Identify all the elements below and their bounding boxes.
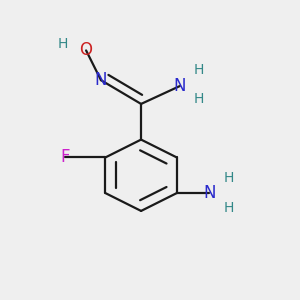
Text: H: H: [224, 171, 234, 185]
Text: H: H: [224, 201, 234, 215]
Text: N: N: [95, 71, 107, 89]
Text: H: H: [194, 92, 204, 106]
Text: H: H: [57, 38, 68, 52]
Text: O: O: [80, 41, 93, 59]
Text: F: F: [61, 148, 70, 166]
Text: N: N: [203, 184, 216, 202]
Text: H: H: [194, 63, 204, 77]
Text: N: N: [173, 77, 186, 95]
